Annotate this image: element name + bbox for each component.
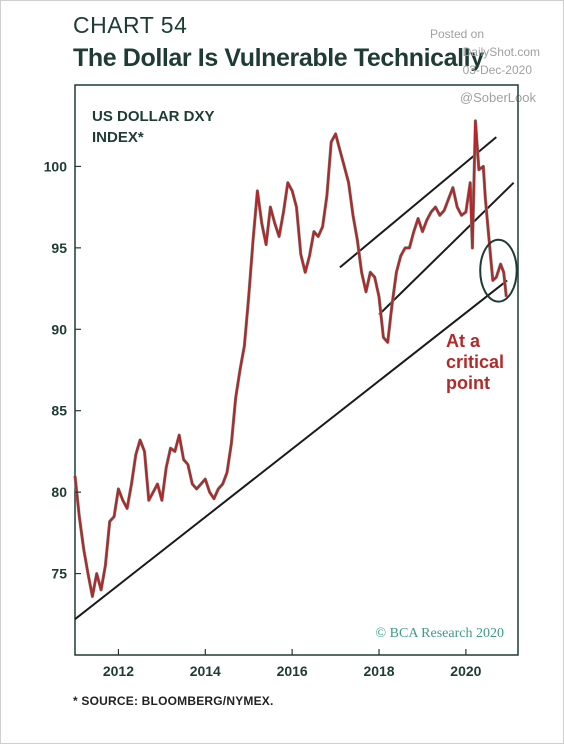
trendlines: [74, 136, 515, 620]
highlight-ellipse: [479, 238, 518, 303]
trendline-1: [74, 279, 508, 620]
y-tick-label: 80: [51, 484, 67, 500]
plot-area-frame: [74, 84, 519, 656]
trendline-2: [339, 136, 497, 269]
series-label-line-2: INDEX*: [92, 129, 144, 146]
watermark-handle: @SoberLook: [459, 90, 536, 105]
x-tick-label: 2014: [190, 663, 221, 679]
series-label-line-1: US DOLLAR DXY: [92, 108, 215, 125]
watermark-date: 03-Dec-2020: [462, 63, 532, 77]
trendline-3: [378, 181, 515, 316]
annotation-line-3: point: [446, 373, 490, 393]
y-tick-label: 100: [44, 158, 68, 174]
watermark-site: DailyShot.com: [462, 45, 540, 59]
source-note: * SOURCE: BLOOMBERG/NYMEX.: [73, 694, 274, 708]
dxy-series-line-under: [73, 119, 508, 599]
x-tick-label: 2020: [450, 663, 481, 679]
y-axis-ticks: 75 80 85 90 95 100: [44, 158, 81, 582]
y-tick-label: 85: [51, 403, 67, 419]
annotation-line-2: critical: [446, 352, 504, 372]
chart-title: The Dollar Is Vulnerable Technically: [73, 44, 484, 72]
chart-credit: © BCA Research 2020: [376, 626, 504, 641]
dxy-series-line: [73, 119, 508, 598]
x-tick-label: 2016: [277, 663, 308, 679]
annotation-line-1: At a: [446, 331, 481, 351]
y-tick-label: 90: [51, 321, 67, 337]
watermark-posted-on: Posted on: [429, 27, 484, 41]
x-axis-ticks: 2012 2014 2016 2018 2020: [103, 649, 482, 679]
x-tick-label: 2012: [103, 663, 134, 679]
y-tick-label: 95: [51, 240, 67, 256]
y-tick-label: 75: [51, 566, 67, 582]
chart-number: CHART 54: [73, 12, 188, 38]
series-lines: [73, 119, 508, 599]
x-tick-label: 2018: [363, 663, 394, 679]
